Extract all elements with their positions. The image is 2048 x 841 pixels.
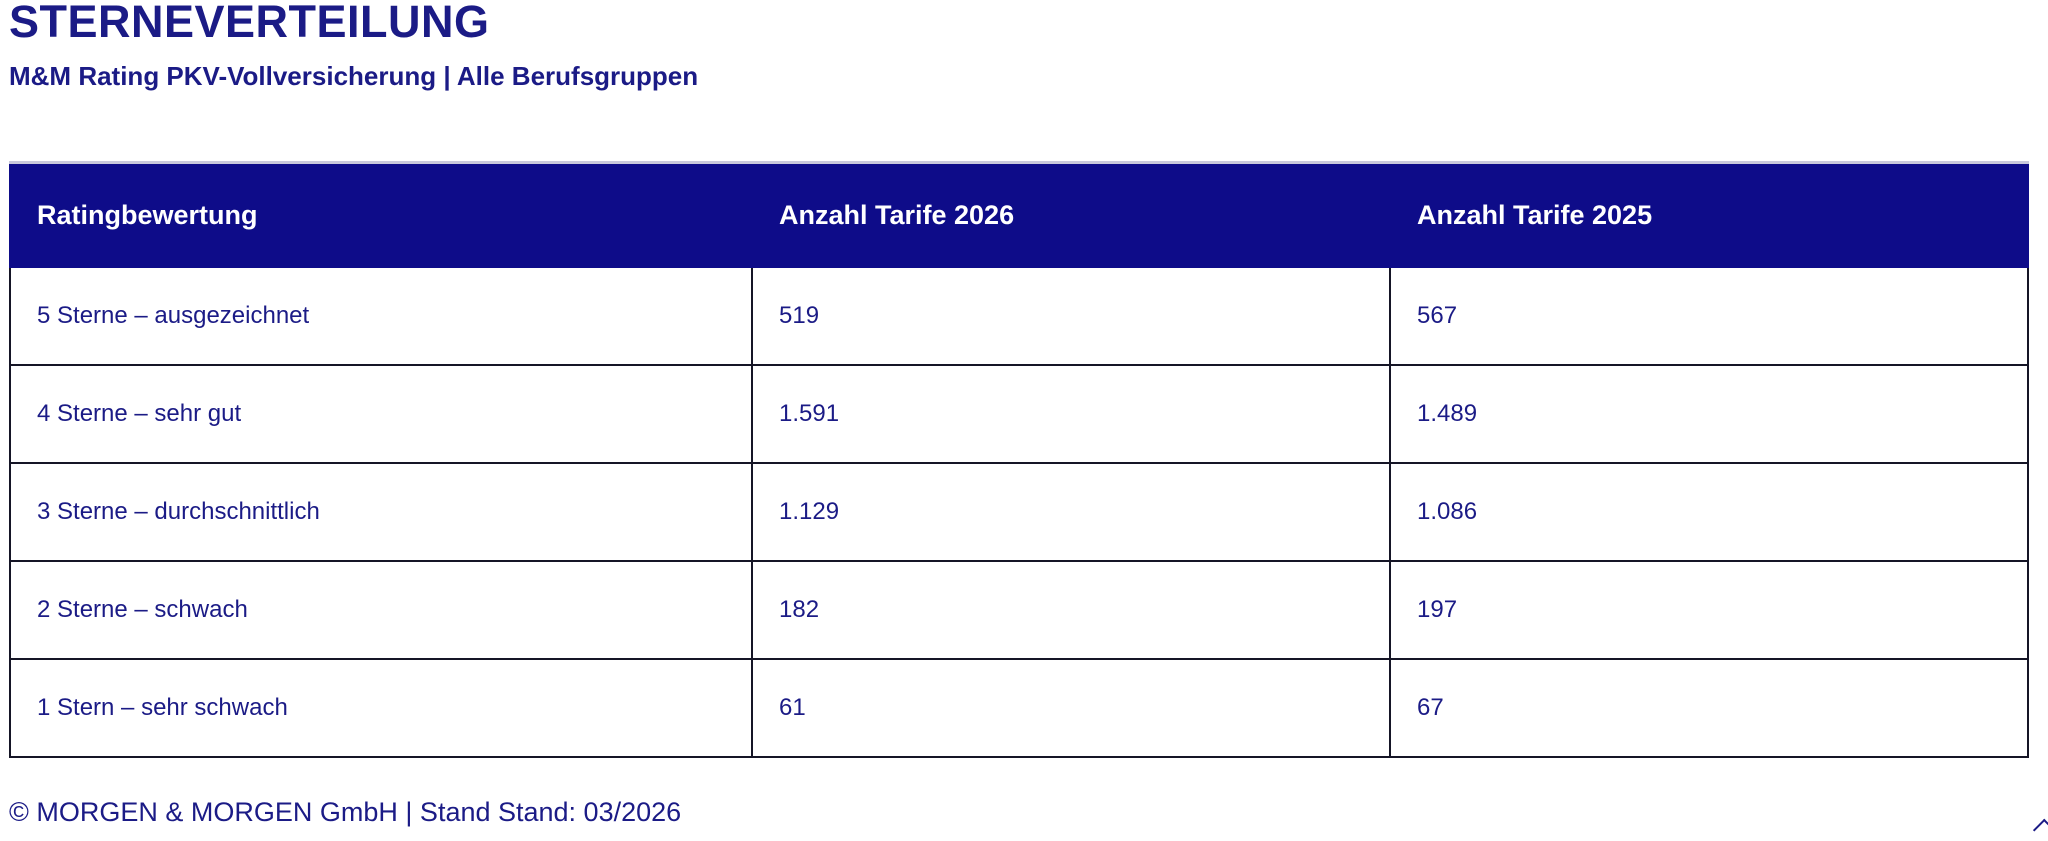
page-title: STERNEVERTEILUNG <box>9 0 490 47</box>
rating-label-cell: 5 Sterne – ausgezeichnet <box>9 266 753 366</box>
table-body: 5 Sterne – ausgezeichnet 519 567 4 Stern… <box>9 266 2029 758</box>
copyright-footer: © MORGEN & MORGEN GmbH | Stand Stand: 03… <box>9 797 682 827</box>
resize-corner-icon <box>2032 818 2048 841</box>
count-2026-cell: 1.129 <box>751 462 1391 562</box>
count-2025-cell: 67 <box>1389 658 2029 758</box>
header-row: Ratingbewertung Anzahl Tarife 2026 Anzah… <box>9 161 2029 268</box>
count-2025-cell: 197 <box>1389 560 2029 660</box>
count-2025-cell: 567 <box>1389 266 2029 366</box>
table-row: 3 Sterne – durchschnittlich 1.129 1.086 <box>9 462 2029 562</box>
rating-label-cell: 3 Sterne – durchschnittlich <box>9 462 753 562</box>
header-cell-2025: Anzahl Tarife 2025 <box>1389 161 2029 268</box>
header-cell-2026: Anzahl Tarife 2026 <box>751 161 1391 268</box>
rating-label-cell: 1 Stern – sehr schwach <box>9 658 753 758</box>
count-2026-cell: 519 <box>751 266 1391 366</box>
count-2025-cell: 1.489 <box>1389 364 2029 464</box>
page-subtitle: M&M Rating PKV-Vollversicherung | Alle B… <box>9 61 699 91</box>
table-row: 4 Sterne – sehr gut 1.591 1.489 <box>9 364 2029 464</box>
header-cell-rating: Ratingbewertung <box>9 161 753 268</box>
rating-label-cell: 4 Sterne – sehr gut <box>9 364 753 464</box>
count-2025-cell: 1.086 <box>1389 462 2029 562</box>
table-row: 1 Stern – sehr schwach 61 67 <box>9 658 2029 758</box>
table-header: Ratingbewertung Anzahl Tarife 2026 Anzah… <box>9 161 2029 268</box>
rating-label-cell: 2 Sterne – schwach <box>9 560 753 660</box>
table-row: 5 Sterne – ausgezeichnet 519 567 <box>9 266 2029 366</box>
count-2026-cell: 61 <box>751 658 1391 758</box>
count-2026-cell: 1.591 <box>751 364 1391 464</box>
rating-distribution-table: Ratingbewertung Anzahl Tarife 2026 Anzah… <box>9 161 2029 758</box>
table-row: 2 Sterne – schwach 182 197 <box>9 560 2029 660</box>
count-2026-cell: 182 <box>751 560 1391 660</box>
